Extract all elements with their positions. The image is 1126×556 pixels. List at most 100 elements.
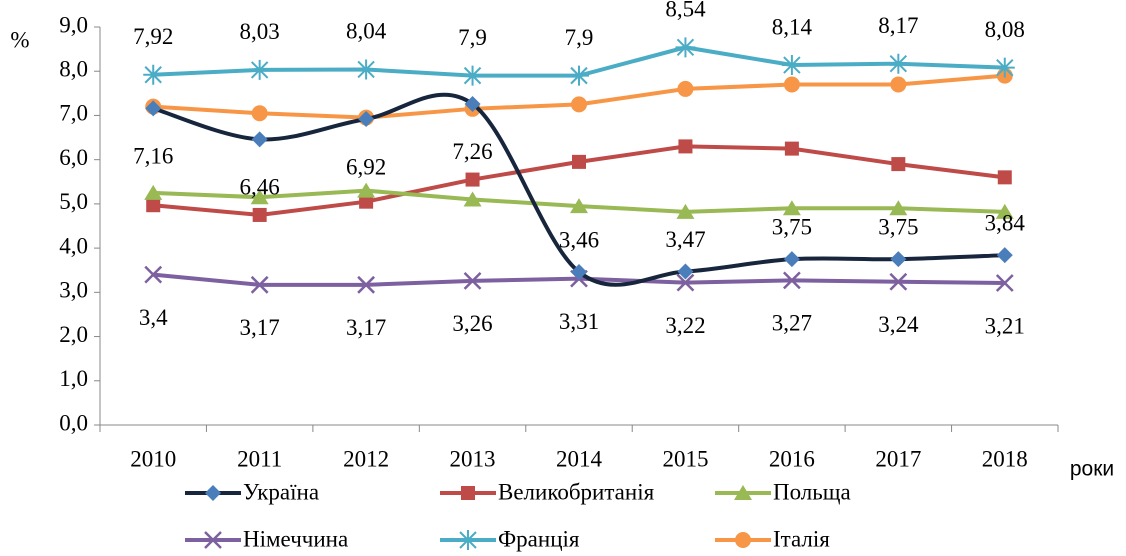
marker bbox=[571, 96, 587, 113]
y-tick-label: 0,0 bbox=[59, 410, 88, 435]
y-tick-label: 1,0 bbox=[59, 366, 88, 391]
marker bbox=[144, 265, 163, 284]
data-label: 3,75 bbox=[878, 214, 918, 239]
marker bbox=[784, 141, 799, 156]
data-label: 8,54 bbox=[665, 0, 706, 22]
data-label: 3,47 bbox=[665, 227, 705, 252]
data-label: 3,24 bbox=[878, 312, 919, 337]
data-label: 8,08 bbox=[985, 17, 1025, 42]
x-tick-label: 2013 bbox=[450, 446, 496, 471]
series bbox=[144, 182, 1014, 219]
marker bbox=[783, 271, 801, 290]
marker bbox=[356, 59, 377, 80]
marker bbox=[995, 203, 1014, 219]
legend-marker bbox=[734, 485, 752, 500]
series bbox=[143, 37, 1015, 86]
y-tick-label: 3,0 bbox=[59, 278, 88, 303]
x-tick-label: 2014 bbox=[556, 446, 603, 471]
y-tick-label: 6,0 bbox=[59, 145, 88, 170]
x-tick-label: 2016 bbox=[769, 446, 815, 471]
y-tick-label: 9,0 bbox=[59, 12, 88, 37]
x-tick-label: 2011 bbox=[237, 446, 282, 471]
data-label: 7,92 bbox=[133, 24, 173, 49]
marker bbox=[675, 37, 696, 58]
marker bbox=[781, 55, 802, 76]
data-label: 3,17 bbox=[240, 315, 280, 340]
x-tick-label: 2015 bbox=[662, 446, 708, 471]
legend-label: Німеччина bbox=[243, 526, 348, 551]
marker bbox=[676, 273, 695, 292]
y-tick-label: 2,0 bbox=[59, 322, 88, 347]
x-tick-label: 2017 bbox=[875, 446, 921, 471]
y-tick-label: 5,0 bbox=[59, 189, 88, 214]
marker bbox=[570, 198, 588, 214]
marker bbox=[572, 154, 586, 169]
marker bbox=[782, 200, 801, 216]
marker bbox=[571, 263, 587, 280]
marker bbox=[249, 59, 270, 80]
y-axis-label: % bbox=[10, 27, 29, 52]
marker bbox=[146, 198, 161, 213]
legend-label: Україна bbox=[243, 479, 319, 504]
data-label: 3,26 bbox=[452, 311, 492, 336]
series bbox=[146, 139, 1012, 222]
marker bbox=[145, 100, 162, 117]
marker bbox=[250, 189, 269, 205]
x-tick-label: 2010 bbox=[130, 446, 176, 471]
marker bbox=[463, 271, 482, 290]
legend-marker bbox=[735, 532, 751, 548]
data-label: 3,4 bbox=[139, 305, 168, 330]
legend-label: Італія bbox=[773, 526, 830, 551]
data-label: 8,04 bbox=[346, 19, 387, 44]
marker bbox=[357, 275, 375, 294]
data-label: 7,26 bbox=[452, 139, 492, 164]
marker bbox=[889, 272, 908, 291]
y-tick-label: 4,0 bbox=[59, 233, 88, 258]
data-label: 7,9 bbox=[565, 25, 594, 50]
marker bbox=[995, 274, 1014, 292]
marker bbox=[465, 172, 480, 187]
marker bbox=[996, 247, 1013, 264]
marker bbox=[783, 251, 800, 268]
marker bbox=[252, 207, 267, 222]
legend-marker bbox=[458, 530, 478, 550]
data-label: 7,16 bbox=[133, 144, 173, 169]
marker bbox=[251, 131, 268, 148]
marker bbox=[677, 80, 694, 97]
data-label: 3,27 bbox=[772, 311, 812, 336]
x-tick-label: 2018 bbox=[982, 446, 1028, 471]
marker bbox=[357, 182, 376, 198]
data-label: 3,84 bbox=[985, 210, 1026, 235]
marker bbox=[251, 105, 268, 122]
data-label: 6,46 bbox=[240, 175, 280, 200]
marker bbox=[359, 194, 374, 209]
data-label: 8,14 bbox=[772, 14, 813, 39]
x-tick-label: 2012 bbox=[343, 446, 389, 471]
data-label: 3,17 bbox=[346, 315, 386, 340]
marker bbox=[143, 64, 164, 85]
legend-label: Великобританія bbox=[498, 479, 655, 504]
data-label: 3,22 bbox=[665, 313, 705, 338]
marker bbox=[677, 263, 694, 280]
marker bbox=[888, 53, 909, 74]
marker bbox=[891, 157, 906, 172]
data-label: 3,31 bbox=[559, 309, 599, 334]
legend-label: Польща bbox=[773, 479, 851, 504]
data-label: 8,03 bbox=[240, 19, 280, 44]
legend-marker bbox=[461, 486, 475, 500]
marker bbox=[463, 191, 482, 207]
marker bbox=[994, 57, 1015, 78]
y-tick-label: 7,0 bbox=[59, 101, 88, 126]
marker bbox=[250, 275, 269, 294]
legend-label: Франція bbox=[498, 526, 580, 551]
marker bbox=[678, 139, 693, 154]
marker bbox=[889, 200, 908, 216]
marker bbox=[358, 110, 375, 127]
y-tick-label: 8,0 bbox=[59, 57, 88, 82]
marker bbox=[144, 184, 163, 200]
marker bbox=[464, 95, 481, 112]
marker bbox=[890, 251, 907, 268]
legend-marker bbox=[204, 531, 222, 549]
marker bbox=[890, 76, 907, 93]
